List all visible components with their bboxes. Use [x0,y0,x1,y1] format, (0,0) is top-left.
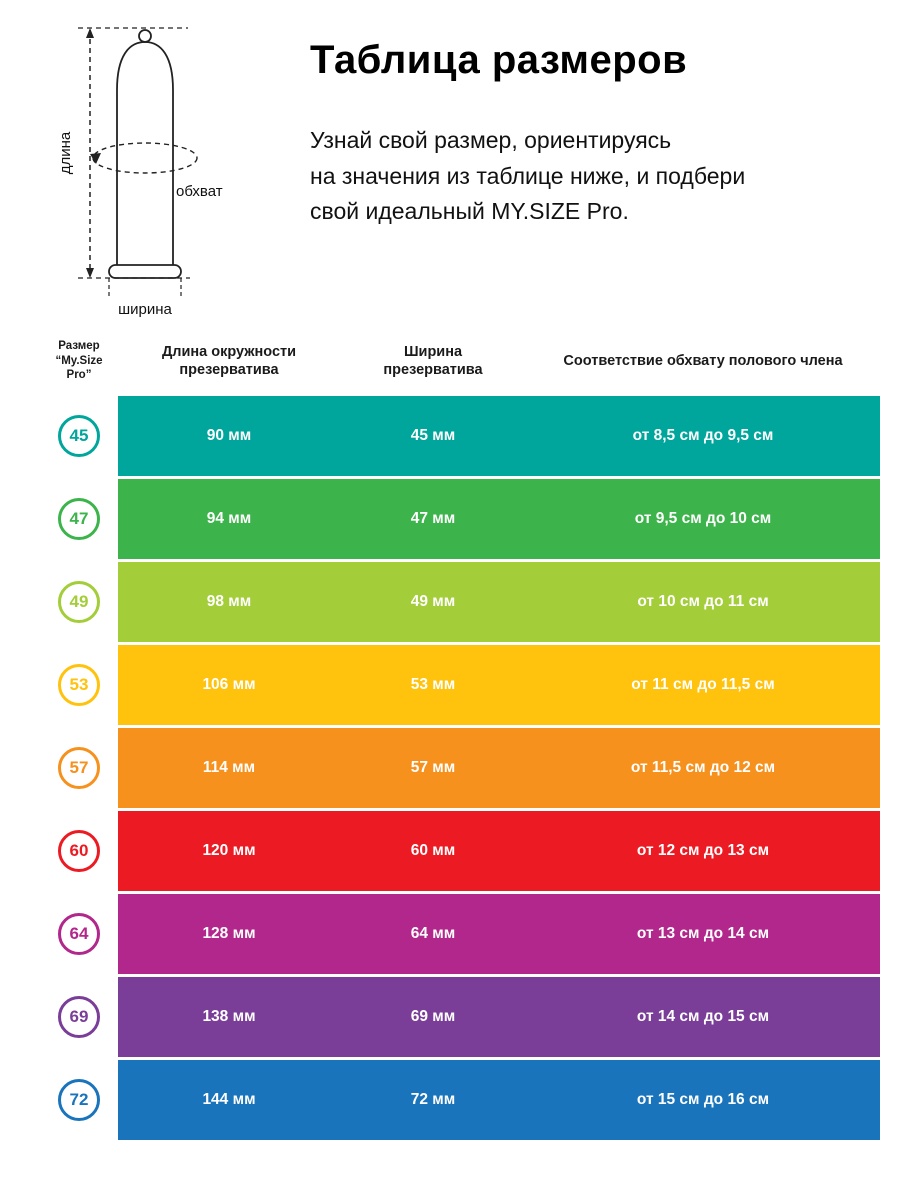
table-row: 53 106 мм 53 мм от 11 см до 11,5 см [40,645,880,725]
row-band: 94 мм 47 мм от 9,5 см до 10 см [118,479,880,559]
width-cell: 57 мм [410,759,456,776]
width-cell: 69 мм [410,1008,456,1025]
girth-ellipse [92,142,198,174]
condom-diagram: длина обхват ширина [0,8,310,318]
size-badge: 57 [58,747,100,789]
table-row: 49 98 мм 49 мм от 10 см до 11 см [40,562,880,642]
row-band: 128 мм 64 мм от 13 см до 14 см [118,894,880,974]
condom-rim [108,264,182,279]
girth-cell: от 8,5 см до 9,5 см [632,427,774,444]
girth-cell: от 14 см до 15 см [636,1008,770,1025]
circumference-cell: 114 мм [202,759,256,776]
table-row: 45 90 мм 45 мм от 8,5 см до 9,5 см [40,396,880,476]
header-circumference: Длина окружности презерватива [161,343,297,378]
girth-arrow [90,153,101,164]
badge-cell: 64 [40,894,118,974]
length-label: длина [57,131,74,174]
circumference-cell: 94 мм [206,510,252,527]
width-cell: 60 мм [410,842,456,859]
badge-cell: 49 [40,562,118,642]
size-badge: 60 [58,830,100,872]
badge-cell: 72 [40,1060,118,1140]
size-badge: 49 [58,581,100,623]
badge-cell: 45 [40,396,118,476]
circumference-cell: 138 мм [202,1008,256,1025]
width-cell: 72 мм [410,1091,456,1108]
size-badge: 69 [58,996,100,1038]
size-badge: 72 [58,1079,100,1121]
table-header: Размер “My.Size Pro” Длина окружности пр… [40,326,880,396]
girth-cell: от 10 см до 11 см [637,593,769,610]
badge-cell: 57 [40,728,118,808]
size-badge: 47 [58,498,100,540]
girth-cell: от 9,5 см до 10 см [634,510,772,527]
row-band: 106 мм 53 мм от 11 см до 11,5 см [118,645,880,725]
width-cell: 49 мм [410,593,456,610]
width-cell: 64 мм [410,925,456,942]
circumference-cell: 98 мм [206,593,252,610]
size-badge: 53 [58,664,100,706]
page-subtitle: Узнай свой размер, ориентируясь на значе… [310,127,746,225]
condom-tip [138,29,152,43]
size-table: Размер “My.Size Pro” Длина окружности пр… [40,326,880,1143]
row-band: 144 мм 72 мм от 15 см до 16 см [118,1060,880,1140]
table-row: 60 120 мм 60 мм от 12 см до 13 см [40,811,880,891]
girth-cell: от 11 см до 11,5 см [631,676,775,693]
table-row: 47 94 мм 47 мм от 9,5 см до 10 см [40,479,880,559]
table-row: 69 138 мм 69 мм от 14 см до 15 см [40,977,880,1057]
table-row: 64 128 мм 64 мм от 13 см до 14 см [40,894,880,974]
width-cell: 53 мм [410,676,456,693]
row-band: 120 мм 60 мм от 12 см до 13 см [118,811,880,891]
condom-diagram-svg: длина обхват ширина [57,27,223,318]
top-section: длина обхват ширина Таблица размеров Узн… [0,0,920,318]
width-cell: 47 мм [410,510,456,527]
girth-label: обхват [176,183,223,200]
badge-cell: 60 [40,811,118,891]
width-cell: 45 мм [410,427,456,444]
width-label: ширина [118,301,172,318]
header-width: Ширина презерватива [383,343,483,378]
row-band: 114 мм 57 мм от 11,5 см до 12 см [118,728,880,808]
size-badge: 45 [58,415,100,457]
row-band: 138 мм 69 мм от 14 см до 15 см [118,977,880,1057]
badge-cell: 53 [40,645,118,725]
circumference-cell: 144 мм [202,1091,256,1108]
size-badge: 64 [58,913,100,955]
row-band: 90 мм 45 мм от 8,5 см до 9,5 см [118,396,880,476]
girth-cell: от 11,5 см до 12 см [630,759,776,776]
row-band: 98 мм 49 мм от 10 см до 11 см [118,562,880,642]
girth-cell: от 12 см до 13 см [636,842,770,859]
header-girth: Соответствие обхвату полового члена [563,352,843,369]
badge-cell: 47 [40,479,118,559]
length-arrow-top [86,28,94,38]
length-arrow-bottom [86,268,94,278]
table-row: 72 144 мм 72 мм от 15 см до 16 см [40,1060,880,1140]
table-row: 57 114 мм 57 мм от 11,5 см до 12 см [40,728,880,808]
circumference-cell: 128 мм [202,925,256,942]
girth-cell: от 13 см до 14 см [636,925,770,942]
condom-outline [116,41,174,265]
girth-cell: от 15 см до 16 см [636,1091,770,1108]
circumference-cell: 90 мм [206,427,252,444]
page-title: Таблица размеров [310,38,688,82]
circumference-cell: 106 мм [202,676,256,693]
circumference-cell: 120 мм [202,842,256,859]
header-size: Размер “My.Size Pro” [55,340,103,382]
intro-block: Таблица размеров Узнай свой размер, орие… [310,8,920,318]
badge-cell: 69 [40,977,118,1057]
